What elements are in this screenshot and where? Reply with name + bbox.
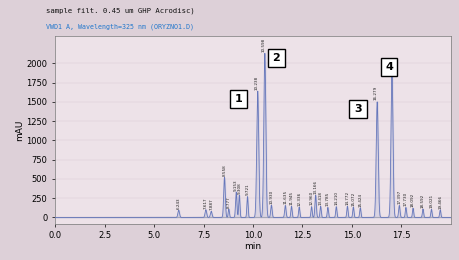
Text: 11.945: 11.945 (289, 191, 293, 205)
Text: 10.238: 10.238 (253, 75, 257, 89)
Text: 9.721: 9.721 (245, 184, 249, 196)
Text: 9.153: 9.153 (234, 179, 238, 191)
Text: 18.592: 18.592 (420, 193, 424, 208)
FancyBboxPatch shape (380, 58, 397, 76)
Text: 17.026: 17.026 (387, 55, 392, 69)
Y-axis label: mAU: mAU (15, 119, 23, 141)
Text: 7.617: 7.617 (203, 197, 207, 209)
Text: 8.558: 8.558 (222, 165, 226, 176)
Text: 17.397: 17.397 (397, 190, 400, 204)
Text: 8.777: 8.777 (226, 196, 230, 208)
Text: 14.772: 14.772 (345, 191, 349, 205)
Text: 1: 1 (234, 94, 242, 104)
Text: 3: 3 (353, 104, 361, 114)
Text: 12.336: 12.336 (297, 192, 301, 206)
X-axis label: min: min (244, 242, 261, 251)
Text: sample filt. 0.45 um GHP Acrodisc): sample filt. 0.45 um GHP Acrodisc) (46, 8, 194, 14)
Text: 7.887: 7.887 (209, 198, 213, 210)
Text: 2: 2 (272, 53, 280, 63)
Text: 11.635: 11.635 (283, 190, 287, 204)
FancyBboxPatch shape (230, 90, 246, 108)
Text: 13.418: 13.418 (318, 191, 322, 205)
Text: 4: 4 (384, 62, 392, 72)
Text: 19.466: 19.466 (437, 194, 441, 209)
Text: 9.308: 9.308 (237, 182, 241, 194)
Text: 13.785: 13.785 (325, 192, 329, 206)
Text: 10.598: 10.598 (261, 37, 265, 52)
Text: VWD1 A, Wavelength=325 nm (ORYZNO1.D): VWD1 A, Wavelength=325 nm (ORYZNO1.D) (46, 23, 194, 30)
FancyBboxPatch shape (267, 49, 284, 67)
Text: 13.166: 13.166 (313, 180, 317, 194)
Text: 19.021: 19.021 (429, 194, 432, 208)
Text: 17.730: 17.730 (403, 192, 407, 206)
Text: 10.930: 10.930 (269, 190, 273, 204)
Text: 14.210: 14.210 (334, 192, 337, 205)
FancyBboxPatch shape (348, 100, 366, 118)
Text: 15.424: 15.424 (358, 193, 362, 207)
Text: 12.960: 12.960 (309, 191, 313, 205)
Text: 15.072: 15.072 (351, 192, 354, 206)
Text: 16.279: 16.279 (373, 86, 377, 100)
Text: 6.243: 6.243 (176, 197, 180, 209)
Text: 18.092: 18.092 (410, 193, 414, 207)
